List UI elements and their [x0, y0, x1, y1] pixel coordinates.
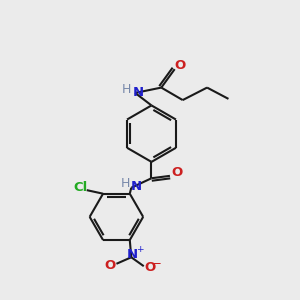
Text: O: O — [144, 261, 155, 274]
Text: +: + — [136, 245, 143, 254]
Text: O: O — [171, 166, 183, 179]
Text: O: O — [104, 259, 116, 272]
Text: H: H — [121, 177, 130, 190]
Text: N: N — [127, 248, 138, 261]
Text: −: − — [152, 257, 162, 270]
Text: O: O — [174, 59, 186, 72]
Text: Cl: Cl — [73, 181, 87, 194]
Text: N: N — [131, 180, 142, 194]
Text: H: H — [122, 83, 131, 96]
Text: N: N — [133, 86, 144, 99]
